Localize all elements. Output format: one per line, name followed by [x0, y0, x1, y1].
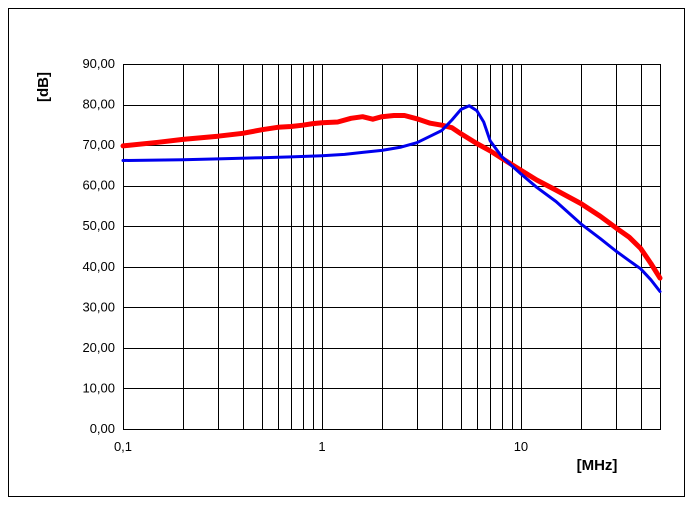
plot-frame: [123, 64, 661, 430]
y-tick-label: 90,00: [82, 56, 115, 71]
x-axis-label: [MHz]: [577, 457, 618, 474]
y-tick-label: 20,00: [82, 340, 115, 355]
y-tick-label: 30,00: [82, 299, 115, 314]
y-tick-label: 40,00: [82, 259, 115, 274]
red-series-line: [120, 113, 663, 281]
y-tick-label: 0,00: [90, 421, 115, 436]
blue-series-line: [121, 104, 662, 293]
x-tick-label: 0,1: [114, 439, 132, 454]
y-tick-label: 70,00: [82, 137, 115, 152]
series-layer: [120, 104, 663, 293]
x-tick-label: 10: [514, 439, 528, 454]
y-axis-label: [dB]: [35, 72, 52, 102]
y-tick-label: 50,00: [82, 218, 115, 233]
x-tick-label: 1: [318, 439, 325, 454]
y-tick-label: 10,00: [82, 380, 115, 395]
outer-border: [8, 8, 685, 497]
y-tick-label: 80,00: [82, 97, 115, 112]
y-tick-label: 60,00: [82, 178, 115, 193]
grid: [123, 64, 661, 430]
tick-labels: 0,00 10,00 20,00 30,00 40,00 50,00 60,00 70,00 8…: [82, 56, 528, 454]
